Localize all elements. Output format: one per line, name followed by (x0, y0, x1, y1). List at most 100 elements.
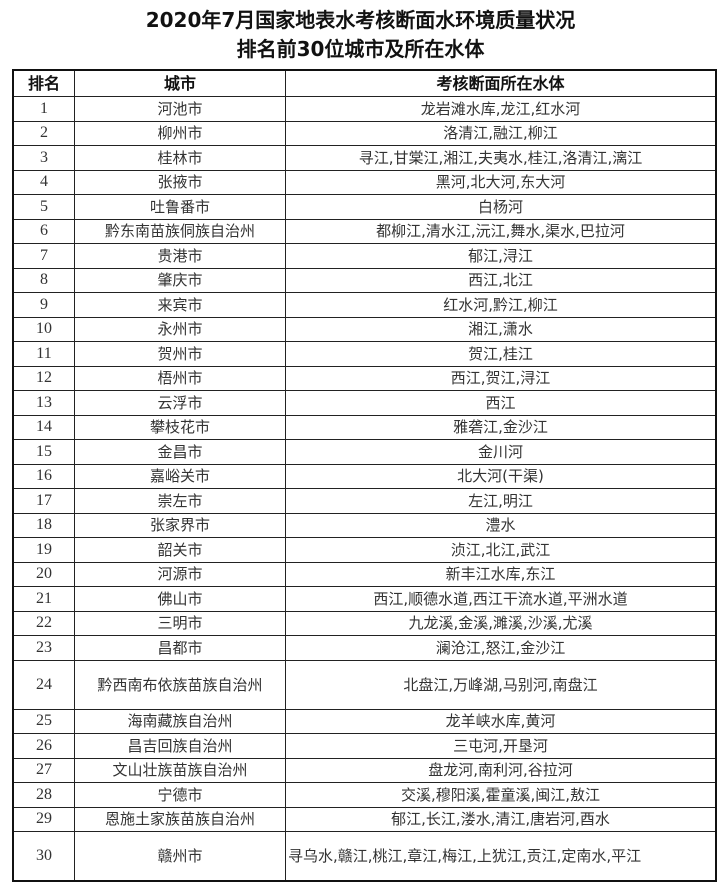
table-row: 12 梧州市 西江,贺江,浔江 (12, 365, 717, 391)
city-cell: 贺州市 (74, 341, 286, 367)
header-water: 考核断面所在水体 (285, 69, 717, 97)
city-cell: 来宾市 (74, 292, 286, 318)
city-cell: 金昌市 (74, 439, 286, 465)
header-city: 城市 (74, 69, 286, 97)
city-cell: 梧州市 (74, 365, 286, 391)
city-cell: 韶关市 (74, 537, 286, 563)
rank-cell: 10 (12, 316, 75, 342)
water-cell: 左江,明江 (285, 488, 717, 514)
table-row: 6 黔东南苗族侗族自治州 都柳江,清水江,沅江,舞水,渠水,巴拉河 (12, 218, 717, 244)
water-cell: 郁江,长江,溇水,清江,唐岩河,酉水 (285, 806, 717, 832)
title-line-2: 排名前30位城市及所在水体 (236, 37, 485, 61)
rank-cell: 3 (12, 145, 75, 171)
rank-cell: 15 (12, 439, 75, 465)
table-row: 2 柳州市 洛清江,融江,柳江 (12, 120, 717, 146)
water-cell: 黑河,北大河,东大河 (285, 169, 717, 195)
water-cell: 三屯河,开垦河 (285, 733, 717, 759)
city-cell: 文山壮族苗族自治州 (74, 757, 286, 783)
water-cell: 红水河,黔江,柳江 (285, 292, 717, 318)
rank-cell: 17 (12, 488, 75, 514)
table-row: 5 吐鲁番市 白杨河 (12, 194, 717, 220)
city-cell: 永州市 (74, 316, 286, 342)
table-row: 9 来宾市 红水河,黔江,柳江 (12, 292, 717, 318)
water-cell: 寻乌水,赣江,桃江,章江,梅江,上犹江,贡江,定南水,平江 (285, 831, 717, 882)
water-cell: 新丰江水库,东江 (285, 561, 717, 587)
water-cell: 湘江,潇水 (285, 316, 717, 342)
city-cell: 佛山市 (74, 586, 286, 612)
rank-cell: 27 (12, 757, 75, 783)
city-cell: 三明市 (74, 610, 286, 636)
city-cell: 河池市 (74, 96, 286, 122)
water-cell: 白杨河 (285, 194, 717, 220)
city-cell: 恩施土家族苗族自治州 (74, 806, 286, 832)
city-cell: 攀枝花市 (74, 414, 286, 440)
table-row: 3 桂林市 寻江,甘棠江,湘江,夫夷水,桂江,洛清江,漓江 (12, 145, 717, 171)
table-row: 1 河池市 龙岩滩水库,龙江,红水河 (12, 96, 717, 122)
city-cell: 贵港市 (74, 243, 286, 269)
rank-cell: 21 (12, 586, 75, 612)
water-cell: 金川河 (285, 439, 717, 465)
city-cell: 昌都市 (74, 635, 286, 661)
rank-cell: 29 (12, 806, 75, 832)
rank-cell: 1 (12, 96, 75, 122)
ranking-table: 排名 城市 考核断面所在水体 1 河池市 龙岩滩水库,龙江,红水河 2 柳州市 洛清江,融… (12, 69, 717, 882)
table-row: 29 恩施土家族苗族自治州 郁江,长江,溇水,清江,唐岩河,酉水 (12, 806, 717, 832)
water-cell: 西江,顺德水道,西江干流水道,平洲水道 (285, 586, 717, 612)
rank-cell: 20 (12, 561, 75, 587)
city-cell: 张家界市 (74, 512, 286, 538)
water-cell: 都柳江,清水江,沅江,舞水,渠水,巴拉河 (285, 218, 717, 244)
city-cell: 昌吉回族自治州 (74, 733, 286, 759)
table-row: 13 云浮市 西江 (12, 390, 717, 416)
table-row: 26 昌吉回族自治州 三屯河,开垦河 (12, 733, 717, 759)
city-cell: 张掖市 (74, 169, 286, 195)
water-cell: 西江,北江 (285, 267, 717, 293)
rank-cell: 26 (12, 733, 75, 759)
table-row: 19 韶关市 浈江,北江,武江 (12, 537, 717, 563)
table-row: 21 佛山市 西江,顺德水道,西江干流水道,平洲水道 (12, 586, 717, 612)
water-cell: 澜沧江,怒江,金沙江 (285, 635, 717, 661)
rank-cell: 13 (12, 390, 75, 416)
city-cell: 崇左市 (74, 488, 286, 514)
water-cell: 西江,贺江,浔江 (285, 365, 717, 391)
table-row: 11 贺州市 贺江,桂江 (12, 341, 717, 367)
rank-cell: 9 (12, 292, 75, 318)
water-cell: 北盘江,万峰湖,马别河,南盘江 (285, 659, 717, 710)
rank-cell: 6 (12, 218, 75, 244)
table-row: 7 贵港市 郁江,浔江 (12, 243, 717, 269)
city-cell: 吐鲁番市 (74, 194, 286, 220)
city-cell: 赣州市 (74, 831, 286, 882)
table-header-row: 排名 城市 考核断面所在水体 (12, 69, 717, 97)
water-cell: 浈江,北江,武江 (285, 537, 717, 563)
city-cell: 嘉峪关市 (74, 463, 286, 489)
water-cell: 北大河(干渠) (285, 463, 717, 489)
city-cell: 肇庆市 (74, 267, 286, 293)
water-cell: 郁江,浔江 (285, 243, 717, 269)
table-row: 8 肇庆市 西江,北江 (12, 267, 717, 293)
rank-cell: 12 (12, 365, 75, 391)
table-row: 22 三明市 九龙溪,金溪,濉溪,沙溪,尤溪 (12, 610, 717, 636)
water-cell: 贺江,桂江 (285, 341, 717, 367)
table-row: 18 张家界市 澧水 (12, 512, 717, 538)
city-cell: 宁德市 (74, 782, 286, 808)
rank-cell: 7 (12, 243, 75, 269)
water-cell: 西江 (285, 390, 717, 416)
rank-cell: 23 (12, 635, 75, 661)
header-rank: 排名 (12, 69, 75, 97)
table-row: 25 海南藏族自治州 龙羊峡水库,黄河 (12, 708, 717, 734)
city-cell: 黔西南布依族苗族自治州 (74, 659, 286, 710)
city-cell: 云浮市 (74, 390, 286, 416)
rank-cell: 24 (12, 659, 75, 710)
water-cell: 寻江,甘棠江,湘江,夫夷水,桂江,洛清江,漓江 (285, 145, 717, 171)
rank-cell: 14 (12, 414, 75, 440)
water-cell: 澧水 (285, 512, 717, 538)
water-cell: 龙羊峡水库,黄河 (285, 708, 717, 734)
table-row: 27 文山壮族苗族自治州 盘龙河,南利河,谷拉河 (12, 757, 717, 783)
rank-cell: 18 (12, 512, 75, 538)
table-row: 17 崇左市 左江,明江 (12, 488, 717, 514)
rank-cell: 30 (12, 831, 75, 882)
table-row: 15 金昌市 金川河 (12, 439, 717, 465)
rank-cell: 5 (12, 194, 75, 220)
rank-cell: 8 (12, 267, 75, 293)
rank-cell: 28 (12, 782, 75, 808)
table-row: 24 黔西南布依族苗族自治州 北盘江,万峰湖,马别河,南盘江 (12, 659, 717, 710)
